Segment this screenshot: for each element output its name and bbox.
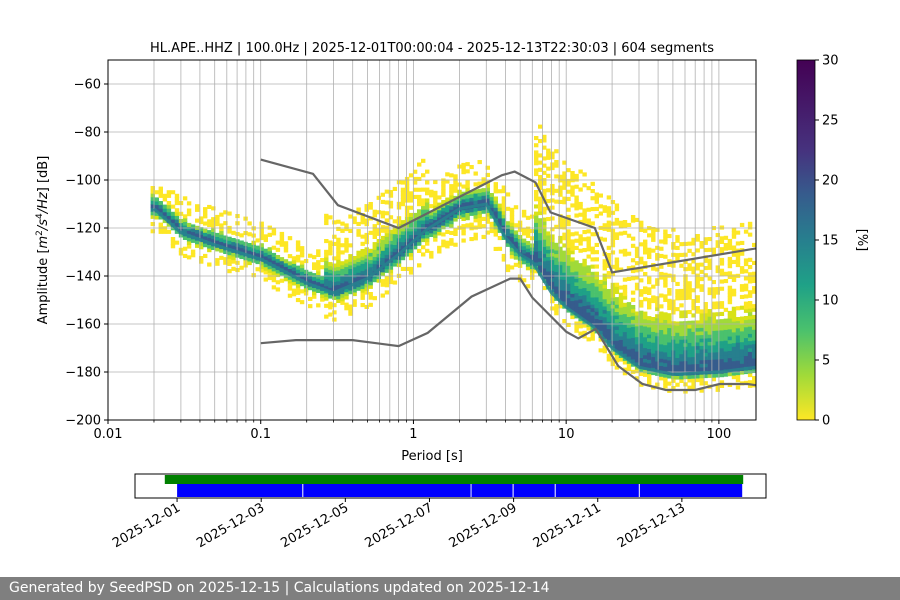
timeline-ticks: 2025-12-01 2025-12-03 2025-12-05 2025-12-07…	[110, 498, 688, 551]
timeline-blue-segment	[303, 484, 471, 497]
timeline-blue-segment	[177, 484, 303, 497]
colorbar-ticks: 0 5 10 15 20 25 30	[815, 54, 839, 429]
colorbar-label: [%]	[854, 229, 869, 252]
timeline-tick-label: 2025-12-13	[615, 500, 688, 551]
colorbar-tick-label: 25	[822, 114, 839, 129]
y-tick-label: −80	[74, 126, 101, 141]
y-tick-label: −180	[65, 366, 101, 381]
y-tick-label: −140	[65, 270, 101, 285]
y-axis-ticks: −200 −180 −160 −140 −120 −100 −80 −60	[65, 78, 108, 429]
timeline-blue-segment	[471, 484, 513, 497]
colorbar-tick-label: 10	[822, 294, 839, 309]
colorbar	[796, 59, 816, 421]
colorbar-tick-label: 30	[822, 54, 839, 69]
timeline-tick-label: 2025-12-05	[278, 500, 351, 551]
data-availability-timeline	[164, 475, 744, 497]
timeline-frame	[134, 473, 767, 499]
y-tick-label: −160	[65, 318, 101, 333]
x-tick-label: 10	[558, 427, 575, 442]
timeline-blue-segment	[639, 484, 743, 497]
timeline-blue-segment	[513, 484, 555, 497]
x-axis-label: Period [s]	[401, 449, 463, 464]
nlnm-line	[260, 277, 756, 392]
timeline-tick-label: 2025-12-07	[363, 500, 436, 551]
timeline-tick-label: 2025-12-11	[531, 500, 604, 551]
x-tick-label: 0.01	[94, 427, 123, 442]
timeline-tick-label: 2025-12-03	[194, 500, 267, 551]
timeline-tick-label: 2025-12-09	[447, 500, 520, 551]
colorbar-tick-label: 15	[822, 234, 839, 249]
noise-models	[260, 158, 756, 392]
psd-heatmap	[150, 124, 756, 394]
y-tick-label: −120	[65, 222, 101, 237]
y-tick-label: −60	[74, 78, 101, 93]
mode-curve	[153, 202, 756, 376]
colorbar-tick-label: 20	[822, 174, 839, 189]
x-tick-label: 1	[409, 427, 417, 442]
timeline-blue-segment	[555, 484, 639, 497]
x-tick-label: 0.1	[250, 427, 271, 442]
y-axis-label: Amplitude [m2/s4/Hz] [dB]	[35, 156, 51, 325]
mode-curve-line	[153, 202, 756, 376]
y-tick-label: −200	[65, 414, 101, 429]
colorbar-tick-label: 0	[822, 414, 830, 429]
chart-title: HL.APE..HHZ | 100.0Hz | 2025-12-01T00:00…	[150, 41, 714, 56]
y-tick-label: −100	[65, 174, 101, 189]
grid	[107, 60, 756, 421]
plot-frame	[107, 59, 757, 421]
footer: Generated by SeedPSD on 2025-12-15 | Cal…	[0, 577, 900, 600]
timeline-green-bar	[164, 475, 744, 484]
x-axis-ticks: 0.01 0.1 1 10 100	[94, 420, 731, 442]
x-tick-label: 100	[706, 427, 731, 442]
colorbar-tick-label: 5	[822, 354, 830, 369]
nhnm-line	[260, 158, 756, 274]
timeline-tick-label: 2025-12-01	[110, 500, 183, 551]
